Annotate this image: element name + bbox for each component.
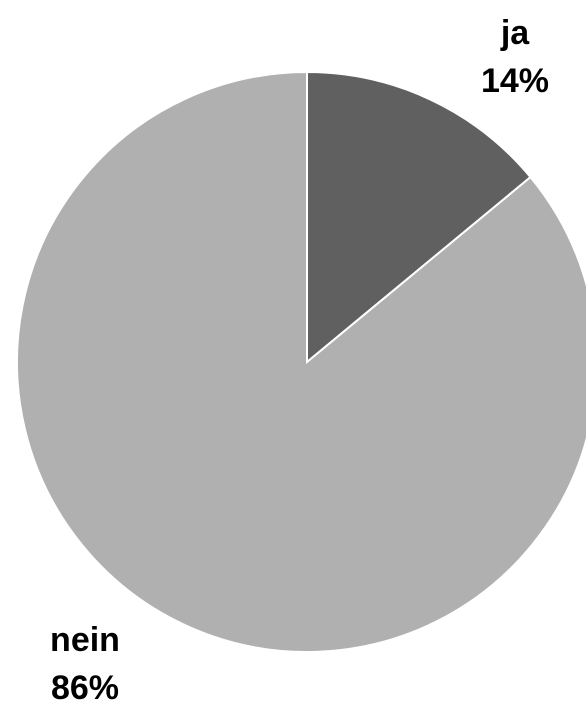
pie-slice bbox=[306, 70, 532, 365]
slice-value-label: 14% bbox=[481, 62, 549, 100]
pie-slice bbox=[16, 70, 586, 653]
slice-label: nein bbox=[50, 621, 120, 659]
slice-value-label: 86% bbox=[51, 669, 119, 707]
slice-label: ja bbox=[500, 14, 530, 52]
